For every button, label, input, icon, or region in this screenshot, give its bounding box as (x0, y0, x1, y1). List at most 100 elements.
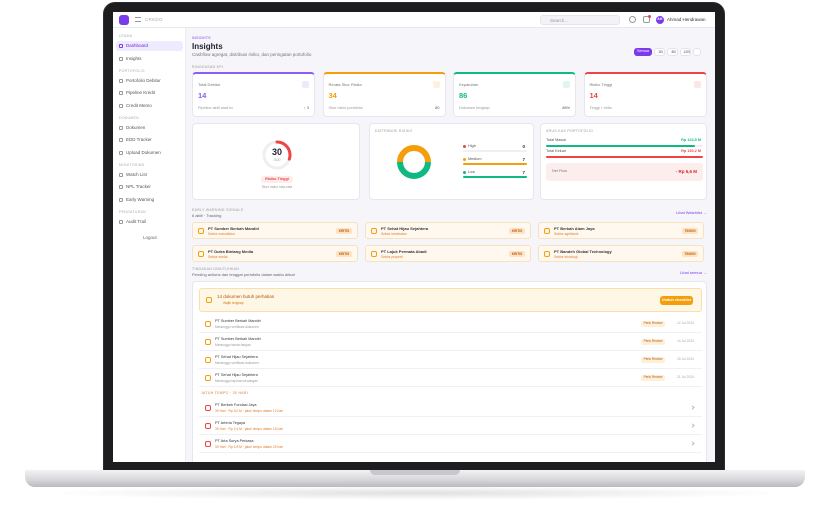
ews-badge-label: KRITIS (511, 228, 523, 233)
sidebar-item[interactable]: Watch List (116, 170, 183, 180)
flow-bar (546, 155, 703, 158)
net-flow-value: - Rp 6,6 M (675, 168, 697, 174)
filter-label[interactable]: 3B (671, 50, 676, 54)
filter-button[interactable]: 3B (667, 48, 678, 56)
sidebar-item[interactable]: Pipeline Kredit (116, 88, 183, 98)
action-row[interactable]: PT Sumber Berkah Mandiri Menunggu tanda t… (199, 334, 702, 351)
avatar[interactable]: AH (656, 16, 664, 24)
sidebar-icon (119, 56, 123, 61)
donut (397, 145, 431, 179)
menu-icon[interactable] (135, 17, 141, 22)
help-icon[interactable] (629, 16, 636, 23)
section-link[interactable]: Lihat Watchlist → (676, 210, 707, 215)
ews-card[interactable]: PT Berkah Alam Jaya Sektor agribisnis TING… (538, 222, 704, 239)
net-flow-label: Net Flow (552, 169, 567, 173)
filter-label[interactable]: Semua (636, 49, 650, 53)
laptop-shadow (40, 486, 790, 500)
filter-button[interactable]: Semua (634, 48, 652, 56)
logout-button[interactable]: Logout (116, 233, 183, 243)
sidebar-section-title: DOKUMEN (119, 115, 139, 120)
kpi-card: Total Debitur 14 Pipeline aktif saat ini ↑ … (192, 72, 315, 117)
filter-button[interactable]: 12B (680, 48, 691, 56)
kpi-delta: ↑ 3 (303, 106, 309, 110)
ews-badge: KRITIS (336, 251, 352, 257)
filter-label[interactable]: 12B (683, 50, 690, 54)
alert-sub: Wajib lengkap (223, 301, 244, 305)
action-status: Perlu Review (641, 357, 665, 363)
sidebar-item[interactable]: Dokumen (116, 123, 183, 133)
notification-icon[interactable] (643, 16, 650, 23)
sidebar-item-label[interactable]: Audit Trail (126, 218, 147, 224)
kpi-label: Risiko Tinggi (589, 82, 613, 87)
sidebar-item[interactable]: Audit Trail (116, 217, 183, 227)
sidebar-item-label[interactable]: Upload Dokumen (126, 149, 161, 155)
action-row[interactable]: PT Sehat Hijau Sejahtera Menunggu laporan… (199, 370, 702, 387)
ews-card[interactable]: PT Bandeh Global Technology Sektor teknol… (538, 245, 704, 262)
ews-card[interactable]: PT Sehat Hijau Sejahtera Sektor kesehatan… (365, 222, 531, 239)
due-row[interactable]: PT Berkah Fondasi Jaya 30 Hari · Rp 5,0 M… (199, 400, 702, 417)
sidebar-item-label[interactable]: NPL Tracker (126, 184, 151, 189)
sidebar-icon (119, 44, 123, 48)
action-status-label: Perlu Review (643, 375, 663, 380)
legend-value: 7 (522, 156, 525, 162)
sidebar-item-label[interactable]: Dokumen (126, 124, 146, 130)
due-row[interactable]: PT Arteria Tegaya 30 Hari · Rp 2,4 M · ja… (199, 418, 702, 435)
kpi-card: Rerata Skor Risiko 34 Skor risiko portofol… (322, 72, 446, 117)
sidebar-item[interactable]: Early Warning (116, 195, 183, 205)
ews-badge: KRITIS (509, 228, 525, 234)
action-date: 18 Jul 2024 (676, 357, 694, 361)
sidebar-icon (119, 91, 123, 95)
search-box[interactable]: Search... (540, 15, 620, 25)
alert-button-label[interactable]: Unduh checklist (661, 297, 692, 302)
flow-label: Total Keluar (546, 149, 567, 153)
sidebar-item-label[interactable]: Dashboard (126, 43, 149, 48)
section-link[interactable]: Lihat semua → (680, 270, 707, 275)
ews-detail: Sektor teknologi (554, 254, 578, 259)
sidebar-item[interactable]: Portofolio Debitur (116, 76, 183, 86)
action-icon (205, 357, 211, 363)
gauge-card: 30/100 Risiko Tinggi Skor risiko rata-rata (192, 123, 360, 200)
sidebar-item-label[interactable]: EDD Tracker (126, 137, 152, 142)
filter-label[interactable]: 1B (658, 50, 663, 54)
logout-label[interactable]: Logout (143, 234, 157, 240)
ews-card[interactable]: PT Sumber Berkah Mandiri Sektor manufaktu… (192, 222, 358, 239)
sidebar-item-label[interactable]: Early Warning (126, 196, 155, 202)
donut-segment (397, 145, 431, 179)
gauge-arc (262, 140, 292, 170)
sidebar-item-label[interactable]: Pipeline Kredit (126, 90, 156, 95)
kpi-value: 86 (459, 91, 468, 100)
ews-detail: Sektor properti (381, 254, 403, 259)
action-status-label: Perlu Review (643, 339, 663, 344)
ews-badge: KRITIS (509, 251, 525, 257)
sidebar-section-title: UTAMA (119, 34, 133, 38)
action-name: PT Sumber Berkah Mandiri (215, 337, 261, 341)
filter-button[interactable]: 1B (654, 48, 665, 56)
refresh-button[interactable] (693, 48, 701, 56)
sidebar-item-label[interactable]: Watch List (126, 171, 147, 177)
kpi-note: Skor risiko portofolio (328, 106, 363, 110)
sidebar-item[interactable]: NPL Tracker (116, 182, 183, 192)
kpi-card: Kepatuhan 86 Dokumen lengkap 86% (453, 72, 576, 117)
sidebar-item[interactable]: Dashboard (116, 41, 183, 51)
sidebar-item-label[interactable]: Credit Memo (126, 102, 152, 108)
sidebar-item[interactable]: Upload Dokumen (116, 148, 183, 158)
due-chevron (690, 423, 695, 428)
sidebar-item-label[interactable]: Portofolio Debitur (126, 77, 161, 83)
alert-title: 14 dokumen butuh perhatian (217, 294, 275, 299)
action-name: PT Sumber Berkah Mandiri (215, 319, 261, 323)
sidebar-item-label[interactable]: Insights (126, 55, 142, 61)
action-row[interactable]: PT Sumber Berkah Mandiri Menunggu verifik… (199, 316, 702, 333)
legend-value: 0 (522, 143, 525, 149)
sidebar-item[interactable]: EDD Tracker (116, 135, 183, 145)
due-row[interactable]: PT Arta Surya Perkasa 30 Hari · Rp 1,8 M … (199, 436, 702, 453)
sidebar-item[interactable]: Insights (116, 54, 183, 64)
ews-detail: Sektor agribisnis (554, 231, 579, 236)
due-chevron (690, 441, 695, 446)
action-icon (205, 375, 211, 381)
ews-card[interactable]: PT Dutra Bintang Media Sektor media KRITIS (192, 245, 358, 262)
sidebar-item[interactable]: Credit Memo (116, 101, 183, 111)
alert-button[interactable]: Unduh checklist (660, 296, 693, 305)
action-name: PT Sehat Hijau Sejahtera (215, 355, 258, 359)
ews-card[interactable]: PT Lajuk Permata Abadi Sektor properti KRI… (365, 245, 531, 262)
action-row[interactable]: PT Sehat Hijau Sejahtera Menunggu verifik… (199, 352, 702, 369)
